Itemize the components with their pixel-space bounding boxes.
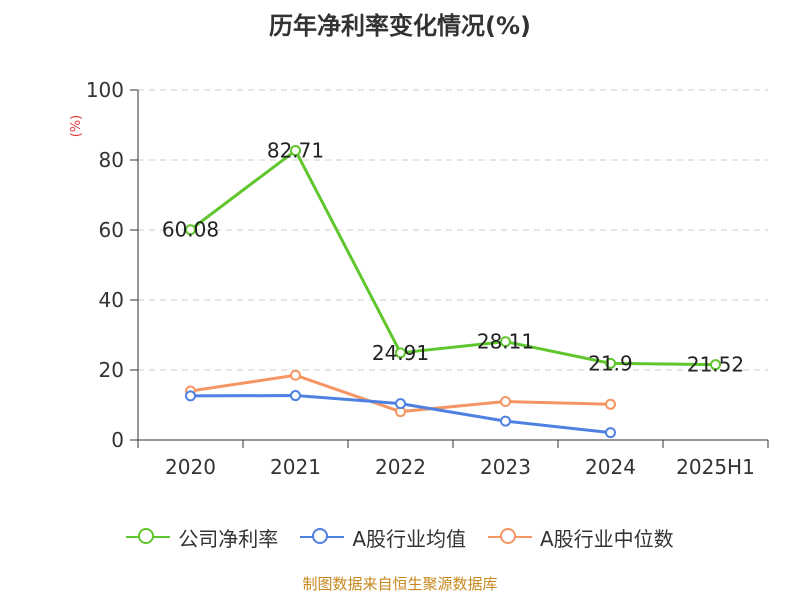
data-point xyxy=(395,398,406,410)
series-lines xyxy=(185,145,721,439)
data-label: 28.11 xyxy=(477,330,534,354)
legend-item-company[interactable]: 公司净利率 xyxy=(126,523,278,552)
data-point xyxy=(185,390,196,402)
axes: 0 20 40 60 80 100 2020 2021 2022 2023 2024 2025H1 xyxy=(86,78,769,479)
chart-title: 历年净利率变化情况(%) xyxy=(269,12,531,40)
data-point xyxy=(500,336,511,348)
data-point xyxy=(605,398,616,410)
y-tick-label: 20 xyxy=(99,358,124,382)
grid-lines xyxy=(138,89,768,371)
data-label: 60.08 xyxy=(162,218,219,242)
data-label: 21.9 xyxy=(588,351,633,375)
data-label: 24.91 xyxy=(372,341,429,365)
data-point xyxy=(185,224,196,236)
x-tick-label: 2025H1 xyxy=(676,455,755,479)
data-point xyxy=(710,359,721,371)
x-tick-label: 2021 xyxy=(270,455,321,479)
x-tick-label: 2022 xyxy=(375,455,426,479)
data-point xyxy=(605,427,616,439)
x-tick-label: 2020 xyxy=(165,455,216,479)
data-source-note: 制图数据来自恒生聚源数据库 xyxy=(302,575,498,593)
legend-label: A股行业中位数 xyxy=(540,526,674,551)
data-point xyxy=(500,396,511,407)
x-tick-label: 2024 xyxy=(585,455,636,479)
data-point xyxy=(395,347,406,359)
legend-marker-icon xyxy=(488,527,532,547)
y-tick-label: 0 xyxy=(111,428,124,452)
legend-item-industry-median[interactable]: A股行业中位数 xyxy=(488,523,674,552)
y-tick-label: 40 xyxy=(99,288,124,312)
data-point xyxy=(290,369,301,381)
legend-marker-icon xyxy=(300,527,345,547)
y-tick-label: 80 xyxy=(99,148,124,172)
data-label: 21.52 xyxy=(687,353,744,377)
legend-label: 公司净利率 xyxy=(178,526,279,551)
y-axis-label: (%) xyxy=(69,115,84,138)
y-tick-label: 60 xyxy=(99,218,124,242)
legend-label: A股行业均值 xyxy=(352,526,466,551)
y-tick-label: 100 xyxy=(86,78,124,102)
data-point xyxy=(290,145,301,157)
series-line xyxy=(189,149,716,367)
legend: 公司净利率 A股行业均值 A股行业中位数 xyxy=(0,520,800,554)
legend-item-industry-mean[interactable]: A股行业均值 xyxy=(300,523,466,552)
data-label: 82.71 xyxy=(267,139,324,163)
data-labels: 60.08 82.71 24.91 28.11 21.9 21.52 xyxy=(162,139,744,377)
data-point xyxy=(500,415,511,427)
legend-marker-icon xyxy=(126,527,171,547)
data-point xyxy=(290,390,301,402)
x-tick-label: 2023 xyxy=(480,455,531,479)
data-point xyxy=(605,357,616,369)
